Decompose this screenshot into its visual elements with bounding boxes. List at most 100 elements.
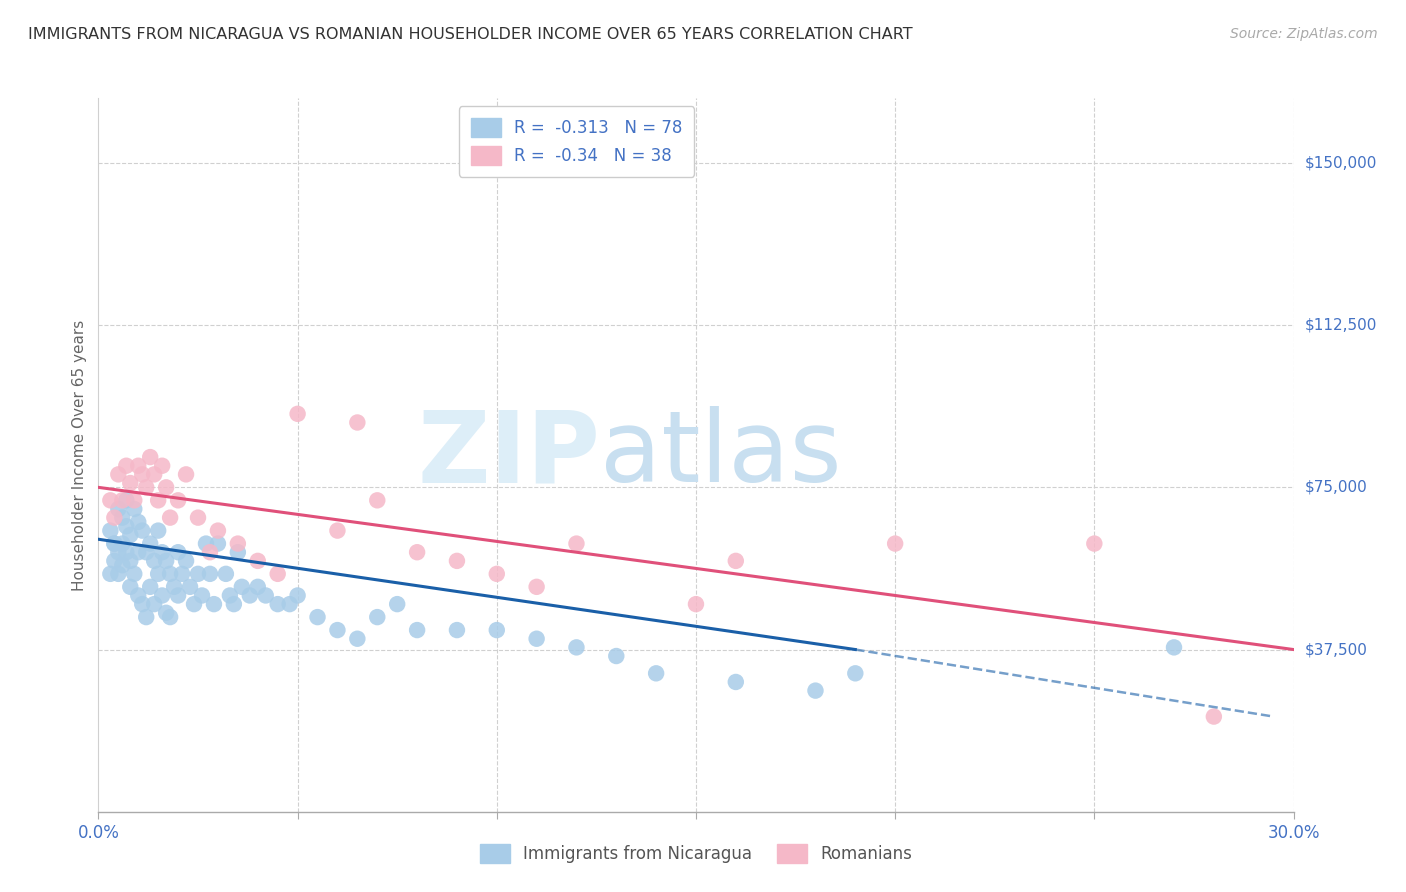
Point	[1083, 536, 1105, 550]
Point	[1163, 640, 1185, 655]
Y-axis label: Householder Income Over 65 years: Householder Income Over 65 years	[72, 319, 87, 591]
Point	[207, 524, 229, 538]
Point	[246, 554, 269, 568]
Point	[366, 493, 388, 508]
Point	[605, 648, 627, 663]
Point	[111, 493, 134, 508]
Point	[124, 502, 146, 516]
Point	[239, 589, 262, 603]
Point	[226, 536, 249, 550]
Point	[148, 566, 170, 581]
Point	[98, 493, 122, 508]
Point	[278, 597, 301, 611]
Point	[143, 467, 166, 482]
Point	[139, 580, 162, 594]
Point	[346, 632, 368, 646]
Point	[155, 480, 177, 494]
Point	[191, 589, 214, 603]
Point	[215, 566, 238, 581]
Point	[98, 524, 122, 538]
Text: $112,500: $112,500	[1305, 318, 1376, 333]
Point	[159, 510, 181, 524]
Point	[884, 536, 907, 550]
Point	[107, 545, 129, 559]
Legend: Immigrants from Nicaragua, Romanians: Immigrants from Nicaragua, Romanians	[468, 832, 924, 875]
Point	[124, 566, 146, 581]
Point	[150, 589, 173, 603]
Point	[326, 524, 349, 538]
Point	[1202, 709, 1225, 723]
Point	[111, 510, 134, 524]
Point	[115, 519, 138, 533]
Point	[135, 545, 157, 559]
Point	[287, 407, 309, 421]
Point	[187, 566, 209, 581]
Point	[267, 566, 290, 581]
Point	[120, 476, 142, 491]
Point	[202, 597, 225, 611]
Point	[167, 589, 190, 603]
Text: Source: ZipAtlas.com: Source: ZipAtlas.com	[1230, 27, 1378, 41]
Point	[111, 536, 134, 550]
Point	[120, 554, 142, 568]
Point	[163, 580, 186, 594]
Point	[103, 554, 125, 568]
Point	[131, 597, 153, 611]
Point	[446, 623, 468, 637]
Point	[135, 610, 157, 624]
Point	[183, 597, 205, 611]
Point	[174, 467, 197, 482]
Point	[287, 589, 309, 603]
Point	[115, 458, 138, 473]
Point	[155, 606, 177, 620]
Point	[724, 554, 747, 568]
Point	[226, 545, 249, 559]
Point	[804, 683, 827, 698]
Point	[485, 566, 508, 581]
Point	[127, 545, 149, 559]
Point	[103, 536, 125, 550]
Point	[150, 545, 173, 559]
Point	[103, 510, 125, 524]
Point	[246, 580, 269, 594]
Point	[222, 597, 245, 611]
Text: ZIP: ZIP	[418, 407, 600, 503]
Point	[143, 554, 166, 568]
Point	[174, 554, 197, 568]
Point	[120, 580, 142, 594]
Text: atlas: atlas	[600, 407, 842, 503]
Point	[155, 554, 177, 568]
Point	[526, 632, 548, 646]
Point	[194, 536, 218, 550]
Point	[267, 597, 290, 611]
Point	[131, 524, 153, 538]
Text: $75,000: $75,000	[1305, 480, 1368, 495]
Point	[115, 545, 138, 559]
Point	[150, 458, 173, 473]
Point	[167, 493, 190, 508]
Point	[115, 493, 138, 508]
Text: $37,500: $37,500	[1305, 642, 1368, 657]
Text: $150,000: $150,000	[1305, 155, 1376, 170]
Point	[127, 458, 149, 473]
Point	[107, 566, 129, 581]
Point	[148, 493, 170, 508]
Point	[172, 566, 194, 581]
Point	[107, 467, 129, 482]
Point	[366, 610, 388, 624]
Point	[131, 467, 153, 482]
Point	[446, 554, 468, 568]
Point	[406, 623, 429, 637]
Point	[346, 416, 368, 430]
Point	[139, 450, 162, 464]
Point	[385, 597, 409, 611]
Text: IMMIGRANTS FROM NICARAGUA VS ROMANIAN HOUSEHOLDER INCOME OVER 65 YEARS CORRELATI: IMMIGRANTS FROM NICARAGUA VS ROMANIAN HO…	[28, 27, 912, 42]
Point	[254, 589, 277, 603]
Point	[231, 580, 253, 594]
Point	[124, 493, 146, 508]
Point	[127, 589, 149, 603]
Point	[120, 528, 142, 542]
Point	[724, 675, 747, 690]
Point	[198, 566, 221, 581]
Point	[187, 510, 209, 524]
